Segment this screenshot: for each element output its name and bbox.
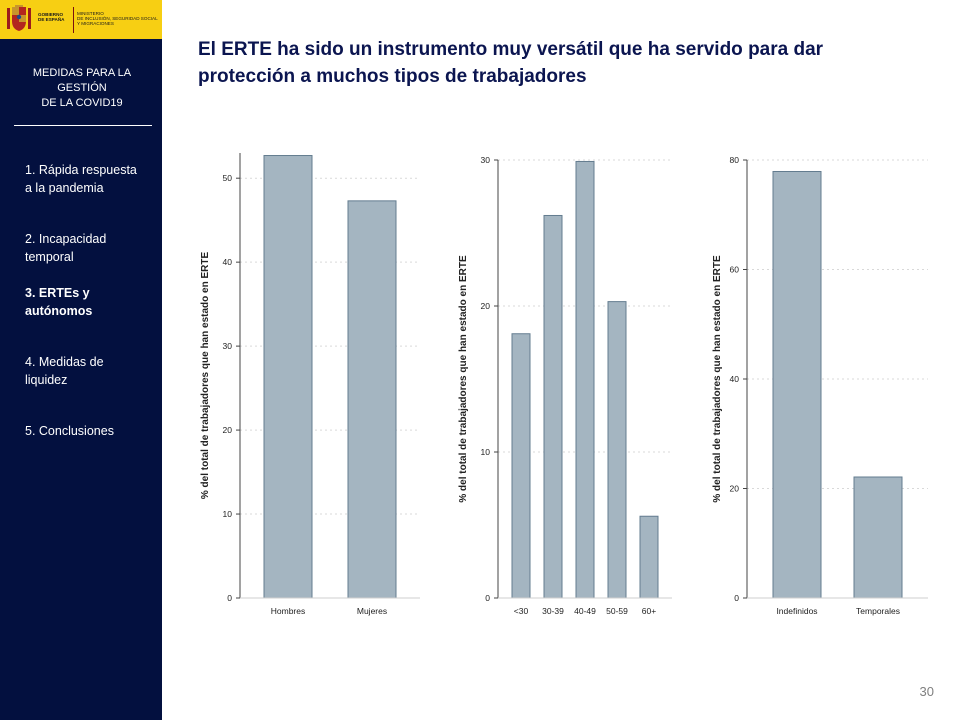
y-axis-title: % del total de trabajadores que han esta… <box>458 255 469 503</box>
x-tick-label: 40-49 <box>574 606 596 616</box>
logo-gobierno-text: GOBIERNO DE ESPAÑA <box>38 12 65 23</box>
logo-ministerio-text: MINISTERIO DE INCLUSIÓN, SEGURIDAD SOCIA… <box>77 11 158 27</box>
bar-50-59 <box>607 301 627 599</box>
y-axis-title: % del total de trabajadores que han esta… <box>712 255 723 503</box>
sidebar-item-incapacidad-temporal[interactable]: 2. Incapacidad temporal <box>25 232 107 264</box>
y-tick-label: 10 <box>481 447 491 457</box>
y-tick-label: 0 <box>485 593 490 603</box>
x-tick-label: Hombres <box>271 606 305 616</box>
y-tick-label: 60 <box>730 265 740 275</box>
y-tick-label: 30 <box>481 155 491 165</box>
chart-contract-type: 0 20 40 60 80 % del total de trabajadores que… <box>712 155 928 616</box>
y-tick-label: 30 <box>223 341 233 351</box>
x-tick-label: 60+ <box>642 606 656 616</box>
bar-temporales <box>853 476 903 599</box>
bar-30-39 <box>543 214 563 599</box>
government-logo: GOBIERNO DE ESPAÑA MINISTERIO DE INCLUSI… <box>0 0 162 39</box>
sidebar-item-conclusiones[interactable]: 5. Conclusiones <box>25 424 114 438</box>
sidebar-item-rapida-respuesta[interactable]: 1. Rápida respuesta a la pandemia <box>25 163 137 195</box>
logo-divider <box>73 7 74 33</box>
sidebar-divider <box>14 125 152 126</box>
x-tick-label: <30 <box>514 606 529 616</box>
slide-title: El ERTE ha sido un instrumento muy versá… <box>198 39 824 87</box>
sidebar-heading: MEDIDAS PARA LA GESTIÓN DE LA COVID19 <box>32 67 132 109</box>
sidebar-item-medidas-liquidez[interactable]: 4. Medidas de liquidez <box>25 355 104 387</box>
x-tick-label: Mujeres <box>357 606 387 616</box>
y-tick-label: 0 <box>734 593 739 603</box>
bar-hombres <box>263 155 313 599</box>
coat-of-arms-icon <box>7 5 31 31</box>
bar-indefinidos <box>772 170 822 599</box>
sidebar-item-ertes-autonomos[interactable]: 3. ERTEs y autónomos <box>25 286 93 318</box>
sidebar: GOBIERNO DE ESPAÑA MINISTERIO DE INCLUSI… <box>0 0 162 720</box>
y-tick-label: 50 <box>223 173 233 183</box>
y-tick-label: 20 <box>730 484 740 494</box>
y-axis-title: % del total de trabajadores que han esta… <box>200 252 211 500</box>
y-tick-label: 20 <box>481 301 491 311</box>
x-tick-label: 50-59 <box>606 606 628 616</box>
bar-40-49 <box>575 160 595 599</box>
x-tick-label: Temporales <box>856 606 900 616</box>
bar--30 <box>511 333 531 599</box>
chart-gender: 0 10 20 30 40 50 % del total de trabajadores q… <box>200 153 420 616</box>
y-tick-label: 40 <box>223 257 233 267</box>
bar-60- <box>639 515 659 599</box>
x-tick-label: Indefinidos <box>776 606 817 616</box>
bar-mujeres <box>347 200 397 599</box>
y-tick-label: 0 <box>227 593 232 603</box>
page-number: 30 <box>919 684 934 699</box>
x-tick-label: 30-39 <box>542 606 564 616</box>
y-tick-label: 20 <box>223 425 233 435</box>
y-tick-label: 10 <box>223 509 233 519</box>
y-tick-label: 80 <box>730 155 740 165</box>
y-tick-label: 40 <box>730 374 740 384</box>
chart-age-group: 0 10 20 30 % del total de trabajadores que h… <box>458 155 672 616</box>
